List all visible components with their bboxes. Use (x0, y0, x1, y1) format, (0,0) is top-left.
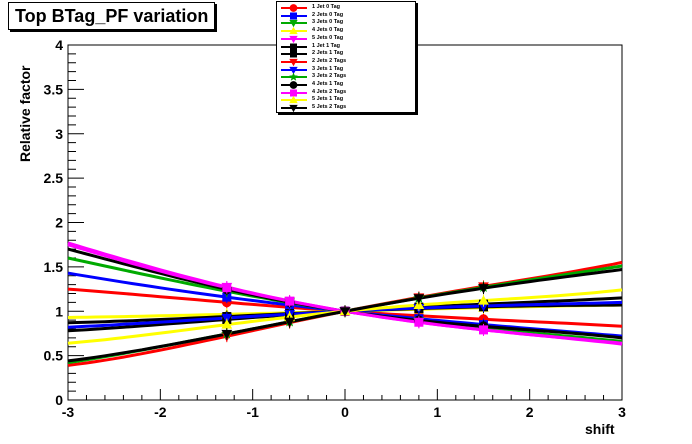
legend-marker-shape (290, 50, 297, 58)
legend-marker-swatch (289, 66, 298, 74)
x-tick-label: -3 (62, 404, 75, 420)
x-axis-label: shift (585, 421, 615, 437)
legend-marker-swatch (290, 43, 297, 50)
series-lines (67, 241, 623, 367)
legend-marker-shape (289, 66, 298, 74)
x-tick-label: 3 (618, 404, 626, 420)
legend-entry: 1 Jet 0 Tag (277, 4, 415, 12)
legend-entry: 4 Jets 2 Tags (277, 88, 415, 97)
legend-label: 4 Jets 0 Tag (312, 27, 344, 34)
y-tick-label: 0.5 (44, 348, 64, 364)
legend-label: 3 Jets 2 Tags (312, 73, 347, 80)
legend-label: 2 Jets 2 Tags (312, 57, 347, 64)
axis-ticks: -3 -2 -1 0 1 2 3 0 0.5 1 1.5 2 2.5 3 3.5 4 (44, 37, 627, 420)
legend-marker-shape (290, 43, 297, 50)
legend-entry: 3 Jets 0 Tag (277, 19, 415, 28)
legend-marker-shape (289, 27, 298, 35)
legend-marker-swatch (289, 81, 298, 89)
legend-label: 5 Jets 2 Tags (312, 104, 347, 111)
legend-marker-shape (290, 89, 297, 97)
legend-marker-swatch (289, 35, 298, 43)
legend-marker-shape (289, 96, 298, 104)
legend-marker-shape (289, 20, 298, 28)
legend-marker-swatch (289, 58, 298, 66)
legend-entry: 2 Jets 0 Tag (277, 11, 415, 20)
legend-entry: 4 Jets 0 Tag (277, 27, 415, 35)
x-tick-label: 0 (341, 404, 349, 420)
legend-marker-swatch (289, 73, 298, 81)
y-tick-label: 3 (55, 126, 63, 142)
legend-entry: 5 Jets 0 Tag (277, 34, 415, 43)
legend-label: 3 Jets 0 Tag (312, 19, 344, 26)
legend-marker-shape (289, 58, 298, 66)
legend-label: 4 Jets 1 Tag (312, 81, 344, 87)
legend-entry: 3 Jets 2 Tags (277, 73, 415, 81)
legend: 1 Jet 0 Tag 2 Jets 0 Tag 3 Jets 0 Tag 4 Jet… (276, 1, 416, 113)
data-point (221, 329, 233, 340)
legend-marker-swatch (289, 20, 298, 28)
data-point (339, 307, 351, 317)
y-tick-label: 4 (55, 37, 63, 53)
y-tick-label: 1.5 (44, 259, 64, 275)
legend-marker-swatch (290, 50, 297, 58)
data-point (414, 317, 424, 327)
legend-marker-swatch (290, 89, 297, 97)
legend-marker-shape (289, 35, 298, 43)
legend-entry: 3 Jets 1 Tag (277, 65, 415, 74)
y-tick-label: 0 (55, 392, 63, 408)
legend-entry: 5 Jets 1 Tag (277, 96, 415, 104)
legend-marker-shape (289, 73, 298, 81)
data-point (222, 283, 232, 293)
x-tick-label: 1 (433, 404, 441, 420)
y-tick-label: 3.5 (44, 81, 64, 97)
legend-marker-shape (289, 81, 298, 89)
y-axis-label: Relative factor (17, 65, 33, 162)
data-point (221, 319, 233, 329)
legend-entry: 2 Jets 2 Tags (277, 57, 415, 66)
legend-entry: 4 Jets 1 Tag (277, 81, 415, 89)
legend-entry: 2 Jets 1 Tag (277, 50, 415, 58)
legend-label: 2 Jets 0 Tag (312, 11, 344, 18)
legend-label: 2 Jets 1 Tag (312, 50, 344, 57)
y-tick-label: 1 (55, 303, 63, 319)
data-point (413, 299, 425, 310)
legend-label: 5 Jets 0 Tag (312, 34, 344, 41)
legend-label: 5 Jets 1 Tag (312, 96, 344, 103)
series-markers (221, 280, 490, 343)
x-tick-label: -2 (154, 404, 167, 420)
data-point (413, 294, 425, 304)
data-point (284, 317, 295, 328)
legend-marker-swatch (290, 12, 297, 20)
legend-label: 3 Jets 1 Tag (312, 65, 344, 72)
legend-label: 1 Jet 0 Tag (312, 4, 341, 10)
y-tick-label: 2.5 (44, 170, 64, 186)
legend-marker-swatch (289, 104, 298, 113)
legend-label: 4 Jets 2 Tags (312, 88, 347, 95)
legend-marker-shape (290, 12, 297, 20)
chart-title: Top BTag_PF variation (8, 2, 216, 30)
legend-entry: 1 Jet 1 Tag (277, 43, 415, 50)
data-point (479, 325, 488, 335)
legend-label: 1 Jet 1 Tag (312, 42, 341, 49)
legend-marker-swatch (289, 4, 298, 12)
legend-entry: 5 Jets 2 Tags (277, 104, 415, 113)
data-point (285, 296, 295, 306)
legend-marker-swatch (289, 27, 298, 35)
x-tick-label: 2 (526, 404, 534, 420)
y-tick-label: 2 (55, 215, 63, 231)
data-point (478, 284, 489, 294)
legend-marker-shape (289, 4, 298, 12)
legend-marker-shape (289, 104, 298, 113)
x-tick-label: -1 (246, 404, 259, 420)
legend-marker-swatch (289, 96, 298, 104)
data-point (478, 295, 489, 305)
